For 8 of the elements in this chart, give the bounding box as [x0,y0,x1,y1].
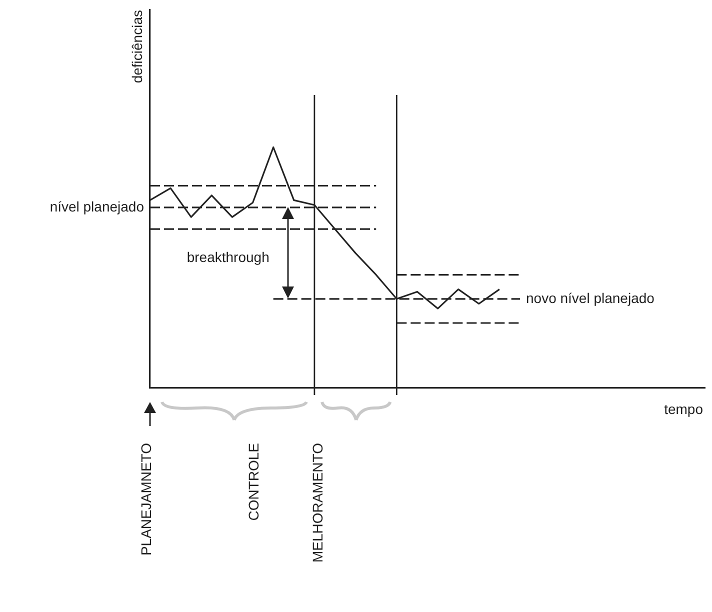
text: MELHORAMENTO [309,442,326,563]
y-axis-title: deficiências [128,10,145,84]
text: CONTROLE [246,443,262,521]
text: PLANEJAMNETO [138,442,154,556]
text: nível planejado [50,198,144,214]
annotation: breakthrough [186,248,270,265]
annotation: novo nível planejado [526,290,655,306]
x-axis-title: tempo [664,400,704,417]
